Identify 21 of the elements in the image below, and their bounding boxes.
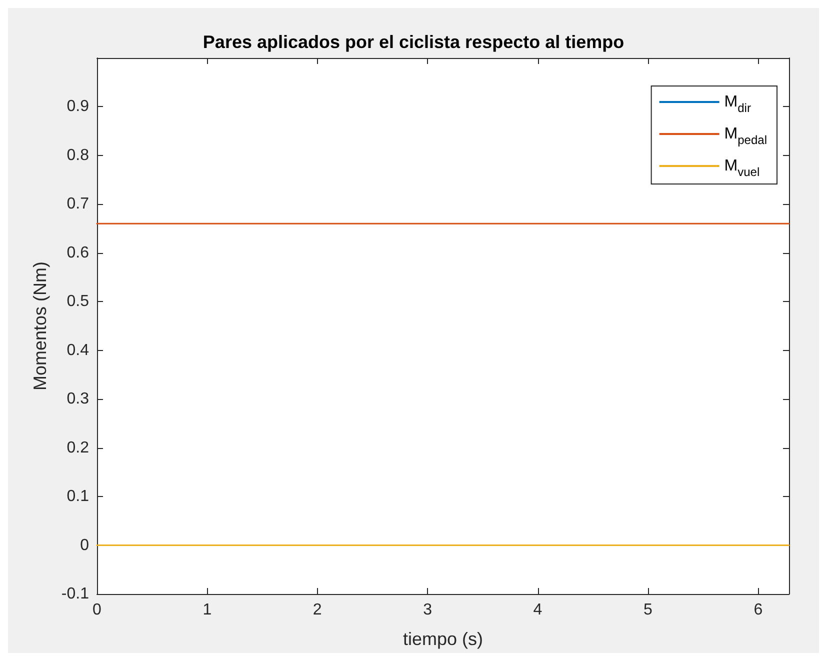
x-tick-label: 0	[92, 602, 102, 618]
y-tick-label: 0.3	[66, 390, 90, 408]
y-axis-title: Momentos (Nm)	[30, 261, 50, 391]
x-tick-label: 3	[423, 602, 432, 618]
y-tick-label: 0.8	[66, 146, 90, 164]
x-tick-label: 2	[312, 602, 322, 618]
y-tick-label: -0.1	[61, 586, 90, 602]
x-tick-label: 1	[202, 602, 212, 618]
x-tick-label: 5	[644, 602, 652, 618]
y-tick-label: 0.5	[66, 293, 90, 310]
y-tick-label: 0.6	[66, 244, 90, 262]
y-tick-label: 0.4	[66, 342, 90, 359]
x-axis-title: tiempo (s)	[402, 629, 484, 649]
chart-title: Pares aplicados por el ciclista respecto al tiempo	[202, 32, 624, 52]
y-tick-label: 0.7	[66, 196, 90, 213]
y-tick-label: 0	[80, 536, 90, 554]
y-tick-label: 0.9	[66, 98, 90, 116]
y-tick-label: 0.2	[66, 439, 90, 456]
y-tick-label: 0.1	[66, 488, 90, 506]
x-tick-label: 6	[754, 602, 763, 618]
x-tick-label: 4	[533, 602, 542, 618]
